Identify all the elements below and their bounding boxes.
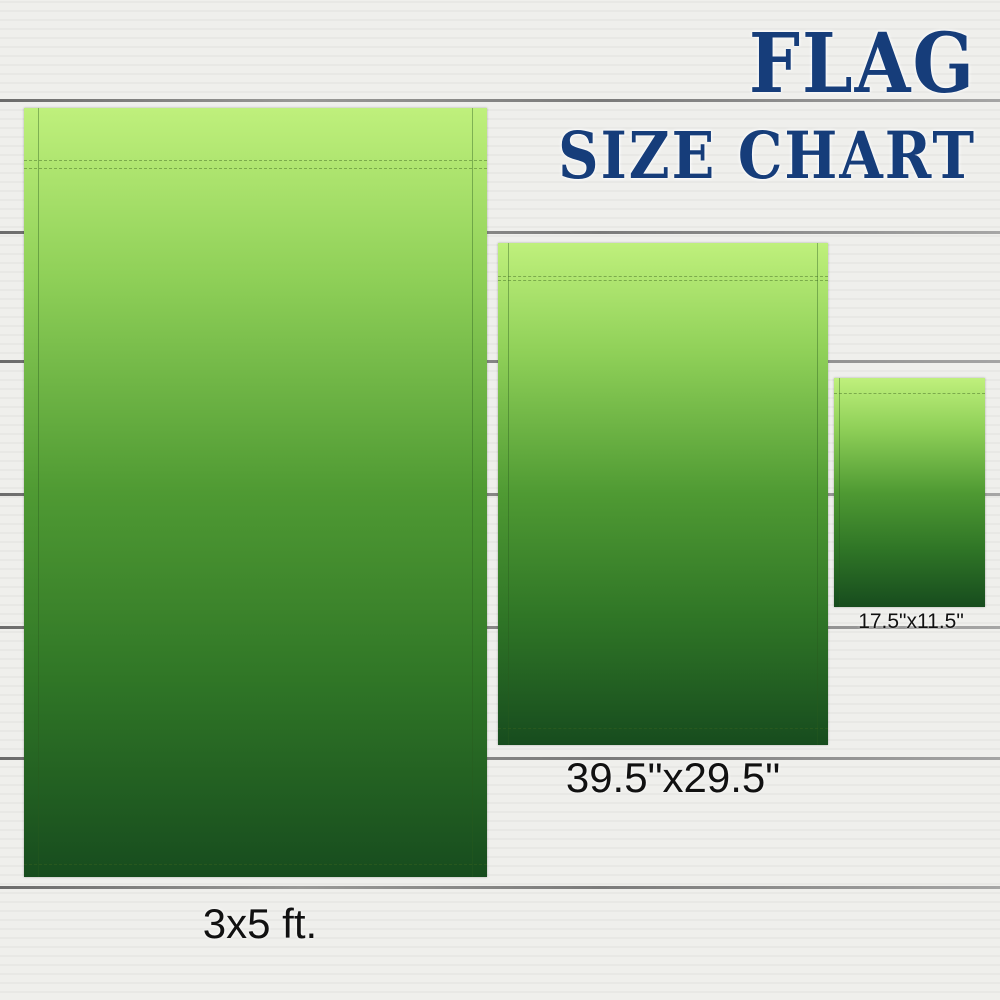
- plank-line: [0, 757, 1000, 760]
- size-label-medium: 39.5"x29.5": [565, 754, 781, 801]
- plank-line: [0, 99, 1000, 102]
- size-label-small: 17.5"x11.5": [858, 610, 964, 633]
- flag-small: [834, 378, 985, 607]
- flag-medium: [498, 243, 828, 745]
- plank-line: [0, 231, 1000, 234]
- flag-large: [24, 108, 487, 877]
- title-line-2: SIZE CHART: [558, 118, 976, 194]
- plank-line: [0, 886, 1000, 889]
- title-line-1: FLAG: [748, 14, 976, 112]
- size-label-large: 3x5 ft.: [202, 900, 318, 947]
